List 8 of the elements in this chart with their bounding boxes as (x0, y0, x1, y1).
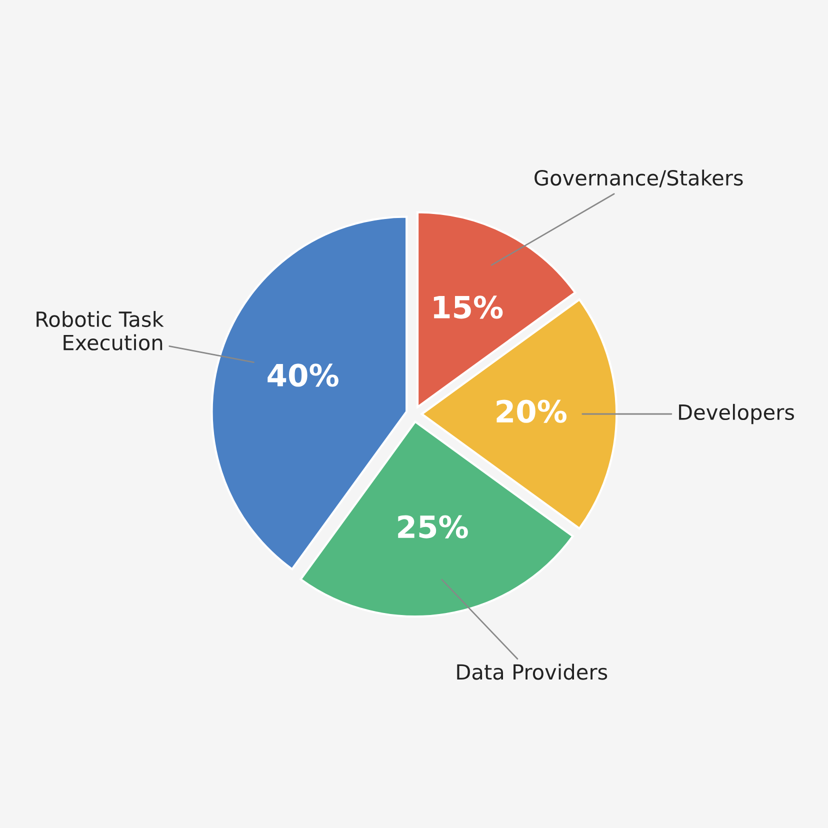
slice-label: Developers (679, 404, 794, 424)
slice-label: Data Providers (457, 664, 608, 680)
slice-label: Robotic Task Execution (36, 310, 164, 350)
data-label: 40% (268, 364, 338, 387)
slice-label: Governance/Stakers (534, 170, 743, 188)
data-label: 15% (434, 296, 503, 319)
data-label: 25% (398, 515, 468, 538)
data-label: 20% (496, 400, 566, 423)
